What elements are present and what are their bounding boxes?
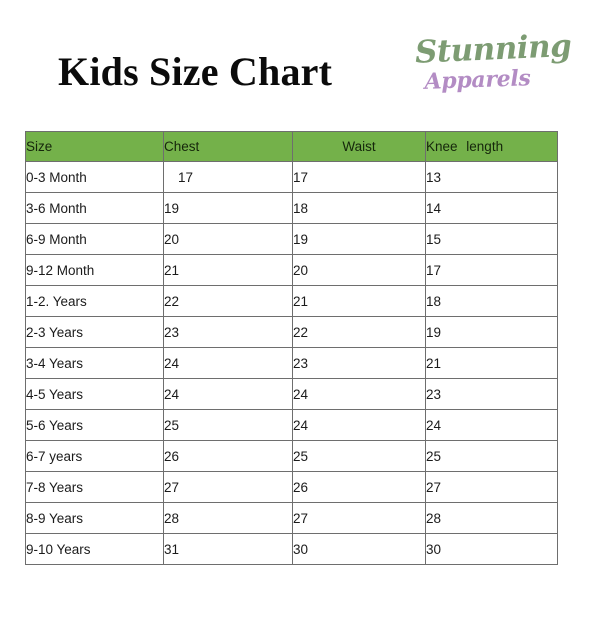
column-header-waist: Waist [292,131,426,162]
cell-chest: 21 [163,254,293,286]
table-row: 4-5 Years 24 24 23 [25,378,558,410]
table-row: 3-6 Month 19 18 14 [25,192,558,224]
cell-size: 3-4 Years [25,347,164,379]
size-chart-table: Size Chest Waist Knee length 0-3 Month 17… [25,131,558,565]
table-row: 0-3 Month 17 17 13 [25,161,558,193]
table-row: 5-6 Years 25 24 24 [25,409,558,441]
cell-waist: 30 [292,533,426,565]
cell-size: 9-10 Years [25,533,164,565]
cell-waist: 25 [292,440,426,472]
brand-logo: Stunning Apparels [414,27,573,115]
cell-knee-length: 28 [425,502,558,534]
table-row: 6-7 years 26 25 25 [25,440,558,472]
cell-knee-length: 27 [425,471,558,503]
table-row: 2-3 Years 23 22 19 [25,316,558,348]
cell-size: 6-9 Month [25,223,164,255]
column-header-size: Size [25,131,164,162]
cell-size: 3-6 Month [25,192,164,224]
cell-knee-length: 21 [425,347,558,379]
cell-chest: 17 [163,161,293,193]
cell-size: 5-6 Years [25,409,164,441]
cell-knee-length: 30 [425,533,558,565]
table-row: 6-9 Month 20 19 15 [25,223,558,255]
table-body: 0-3 Month 17 17 13 3-6 Month 19 18 14 6-9 Month 2… [25,161,558,565]
cell-waist: 21 [292,285,426,317]
cell-size: 7-8 Years [25,471,164,503]
cell-chest: 24 [163,378,293,410]
cell-knee-length: 19 [425,316,558,348]
table-row: 7-8 Years 27 26 27 [25,471,558,503]
cell-chest: 27 [163,471,293,503]
cell-waist: 23 [292,347,426,379]
cell-waist: 20 [292,254,426,286]
cell-chest: 31 [163,533,293,565]
cell-waist: 27 [292,502,426,534]
cell-size: 1-2. Years [25,285,164,317]
cell-waist: 22 [292,316,426,348]
cell-waist: 17 [292,161,426,193]
cell-chest: 22 [163,285,293,317]
table-row: 9-10 Years 31 30 30 [25,533,558,565]
cell-knee-length: 13 [425,161,558,193]
cell-waist: 26 [292,471,426,503]
cell-chest: 24 [163,347,293,379]
cell-knee-length: 14 [425,192,558,224]
column-header-chest: Chest [163,131,293,162]
cell-waist: 19 [292,223,426,255]
cell-size: 2-3 Years [25,316,164,348]
cell-size: 6-7 years [25,440,164,472]
cell-waist: 24 [292,409,426,441]
table-row: 1-2. Years 22 21 18 [25,285,558,317]
document-header: Kids Size Chart Stunning Apparels [0,0,600,128]
table-header-row: Size Chest Waist Knee length [25,131,558,162]
table-row: 8-9 Years 28 27 28 [25,502,558,534]
cell-chest: 20 [163,223,293,255]
table-row: 9-12 Month 21 20 17 [25,254,558,286]
cell-chest: 26 [163,440,293,472]
cell-chest: 19 [163,192,293,224]
cell-chest: 28 [163,502,293,534]
cell-knee-length: 15 [425,223,558,255]
cell-size: 0-3 Month [25,161,164,193]
cell-knee-length: 18 [425,285,558,317]
cell-waist: 18 [292,192,426,224]
page-title: Kids Size Chart [58,49,333,94]
brand-name-secondary: Apparels [424,65,531,95]
table-row: 3-4 Years 24 23 21 [25,347,558,379]
cell-knee-length: 25 [425,440,558,472]
column-header-knee-length: Knee length [425,131,558,162]
cell-knee-length: 23 [425,378,558,410]
brand-name-primary: Stunning [414,27,573,71]
cell-chest: 25 [163,409,293,441]
cell-chest: 23 [163,316,293,348]
cell-knee-length: 17 [425,254,558,286]
cell-size: 9-12 Month [25,254,164,286]
cell-waist: 24 [292,378,426,410]
cell-size: 8-9 Years [25,502,164,534]
cell-knee-length: 24 [425,409,558,441]
cell-size: 4-5 Years [25,378,164,410]
